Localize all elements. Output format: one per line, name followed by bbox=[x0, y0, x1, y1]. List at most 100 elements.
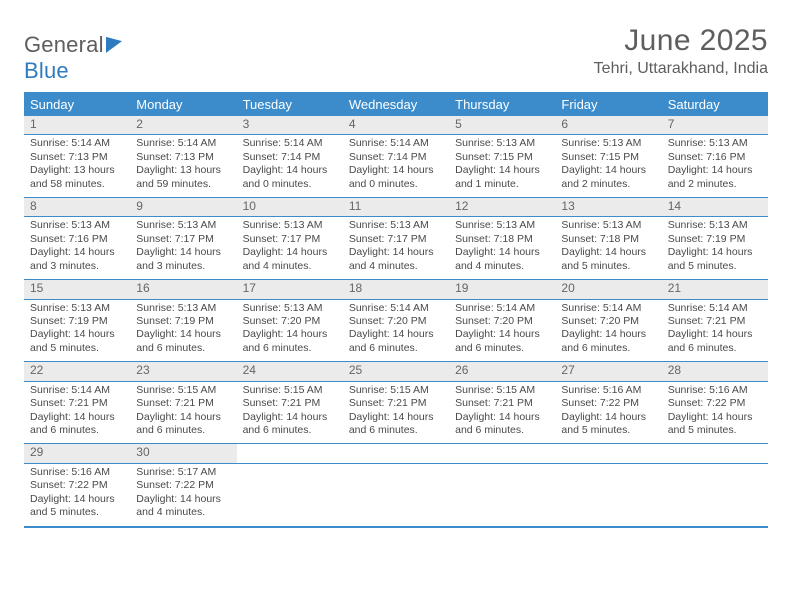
daylight-text: Daylight: 14 hours and 6 minutes. bbox=[136, 328, 230, 355]
day-cell: Sunrise: 5:15 AMSunset: 7:21 PMDaylight:… bbox=[130, 381, 236, 444]
sunrise-text: Sunrise: 5:13 AM bbox=[561, 137, 655, 150]
day-number: 21 bbox=[662, 280, 768, 299]
arrow-icon bbox=[106, 35, 122, 53]
day-number: 13 bbox=[555, 198, 661, 217]
weekday-header: Wednesday bbox=[343, 93, 449, 116]
sunset-text: Sunset: 7:19 PM bbox=[30, 315, 124, 328]
sunset-text: Sunset: 7:16 PM bbox=[30, 233, 124, 246]
weekday-header: Saturday bbox=[662, 93, 768, 116]
day-cell: Sunrise: 5:13 AMSunset: 7:16 PMDaylight:… bbox=[24, 217, 130, 280]
sunrise-text: Sunrise: 5:14 AM bbox=[243, 137, 337, 150]
day-number: 26 bbox=[449, 362, 555, 381]
day-cell: Sunrise: 5:13 AMSunset: 7:17 PMDaylight:… bbox=[343, 217, 449, 280]
sunset-text: Sunset: 7:20 PM bbox=[561, 315, 655, 328]
weekday-header: Friday bbox=[555, 93, 661, 116]
daylight-text: Daylight: 13 hours and 59 minutes. bbox=[136, 164, 230, 191]
daylight-text: Daylight: 14 hours and 6 minutes. bbox=[455, 411, 549, 438]
sunrise-text: Sunrise: 5:14 AM bbox=[349, 302, 443, 315]
sunrise-text: Sunrise: 5:14 AM bbox=[136, 137, 230, 150]
sunset-text: Sunset: 7:21 PM bbox=[243, 397, 337, 410]
day-cell: Sunrise: 5:14 AMSunset: 7:13 PMDaylight:… bbox=[130, 135, 236, 198]
sunset-text: Sunset: 7:21 PM bbox=[455, 397, 549, 410]
day-cell: Sunrise: 5:15 AMSunset: 7:21 PMDaylight:… bbox=[343, 381, 449, 444]
day-number: 16 bbox=[130, 280, 236, 299]
sunrise-text: Sunrise: 5:14 AM bbox=[30, 137, 124, 150]
day-info-row: Sunrise: 5:14 AMSunset: 7:21 PMDaylight:… bbox=[24, 381, 768, 444]
daylight-text: Daylight: 14 hours and 4 minutes. bbox=[243, 246, 337, 273]
page-subtitle: Tehri, Uttarakhand, India bbox=[594, 60, 768, 78]
sunset-text: Sunset: 7:21 PM bbox=[136, 397, 230, 410]
sunset-text: Sunset: 7:13 PM bbox=[136, 151, 230, 164]
sunset-text: Sunset: 7:19 PM bbox=[136, 315, 230, 328]
day-cell: Sunrise: 5:15 AMSunset: 7:21 PMDaylight:… bbox=[237, 381, 343, 444]
calendar-table: Sunday Monday Tuesday Wednesday Thursday… bbox=[24, 92, 768, 528]
day-number: 17 bbox=[237, 280, 343, 299]
sunset-text: Sunset: 7:14 PM bbox=[243, 151, 337, 164]
daylight-text: Daylight: 14 hours and 6 minutes. bbox=[243, 411, 337, 438]
day-number: 9 bbox=[130, 198, 236, 217]
day-cell: Sunrise: 5:14 AMSunset: 7:21 PMDaylight:… bbox=[24, 381, 130, 444]
daylight-text: Daylight: 14 hours and 5 minutes. bbox=[30, 328, 124, 355]
day-cell: Sunrise: 5:14 AMSunset: 7:14 PMDaylight:… bbox=[343, 135, 449, 198]
day-cell bbox=[343, 463, 449, 526]
sunrise-text: Sunrise: 5:15 AM bbox=[243, 384, 337, 397]
daylight-text: Daylight: 14 hours and 4 minutes. bbox=[136, 493, 230, 520]
sunset-text: Sunset: 7:20 PM bbox=[349, 315, 443, 328]
sunset-text: Sunset: 7:16 PM bbox=[668, 151, 762, 164]
sunrise-text: Sunrise: 5:13 AM bbox=[136, 219, 230, 232]
sunrise-text: Sunrise: 5:13 AM bbox=[455, 137, 549, 150]
day-number-row: 2930 bbox=[24, 444, 768, 463]
daylight-text: Daylight: 14 hours and 5 minutes. bbox=[561, 246, 655, 273]
sunset-text: Sunset: 7:21 PM bbox=[30, 397, 124, 410]
day-cell bbox=[662, 463, 768, 526]
day-number-row: 891011121314 bbox=[24, 198, 768, 217]
day-number: 5 bbox=[449, 116, 555, 135]
daylight-text: Daylight: 14 hours and 5 minutes. bbox=[668, 246, 762, 273]
brand-name-b: Blue bbox=[24, 58, 69, 83]
day-number bbox=[237, 444, 343, 463]
day-number: 28 bbox=[662, 362, 768, 381]
day-number: 25 bbox=[343, 362, 449, 381]
brand-name-a: General bbox=[24, 32, 104, 57]
day-cell: Sunrise: 5:16 AMSunset: 7:22 PMDaylight:… bbox=[662, 381, 768, 444]
day-cell: Sunrise: 5:16 AMSunset: 7:22 PMDaylight:… bbox=[555, 381, 661, 444]
daylight-text: Daylight: 14 hours and 6 minutes. bbox=[30, 411, 124, 438]
sunrise-text: Sunrise: 5:15 AM bbox=[455, 384, 549, 397]
sunrise-text: Sunrise: 5:16 AM bbox=[30, 466, 124, 479]
day-number: 6 bbox=[555, 116, 661, 135]
day-number: 7 bbox=[662, 116, 768, 135]
day-cell: Sunrise: 5:14 AMSunset: 7:20 PMDaylight:… bbox=[449, 299, 555, 362]
sunrise-text: Sunrise: 5:13 AM bbox=[455, 219, 549, 232]
day-number: 23 bbox=[130, 362, 236, 381]
day-cell: Sunrise: 5:15 AMSunset: 7:21 PMDaylight:… bbox=[449, 381, 555, 444]
sunset-text: Sunset: 7:22 PM bbox=[561, 397, 655, 410]
sunset-text: Sunset: 7:20 PM bbox=[455, 315, 549, 328]
day-number: 2 bbox=[130, 116, 236, 135]
day-number: 29 bbox=[24, 444, 130, 463]
day-number-row: 1234567 bbox=[24, 116, 768, 135]
sunset-text: Sunset: 7:14 PM bbox=[349, 151, 443, 164]
daylight-text: Daylight: 14 hours and 1 minute. bbox=[455, 164, 549, 191]
daylight-text: Daylight: 14 hours and 2 minutes. bbox=[561, 164, 655, 191]
header: General Blue June 2025 Tehri, Uttarakhan… bbox=[24, 18, 768, 84]
day-cell: Sunrise: 5:14 AMSunset: 7:13 PMDaylight:… bbox=[24, 135, 130, 198]
sunrise-text: Sunrise: 5:17 AM bbox=[136, 466, 230, 479]
day-cell: Sunrise: 5:13 AMSunset: 7:17 PMDaylight:… bbox=[130, 217, 236, 280]
day-cell: Sunrise: 5:13 AMSunset: 7:15 PMDaylight:… bbox=[555, 135, 661, 198]
daylight-text: Daylight: 14 hours and 3 minutes. bbox=[136, 246, 230, 273]
weekday-row: Sunday Monday Tuesday Wednesday Thursday… bbox=[24, 93, 768, 116]
day-number: 8 bbox=[24, 198, 130, 217]
day-cell: Sunrise: 5:13 AMSunset: 7:15 PMDaylight:… bbox=[449, 135, 555, 198]
sunrise-text: Sunrise: 5:14 AM bbox=[455, 302, 549, 315]
day-number: 10 bbox=[237, 198, 343, 217]
sunrise-text: Sunrise: 5:14 AM bbox=[561, 302, 655, 315]
brand-name: General Blue bbox=[24, 32, 122, 84]
sunset-text: Sunset: 7:17 PM bbox=[349, 233, 443, 246]
title-block: June 2025 Tehri, Uttarakhand, India bbox=[594, 18, 768, 78]
sunset-text: Sunset: 7:15 PM bbox=[561, 151, 655, 164]
daylight-text: Daylight: 14 hours and 6 minutes. bbox=[455, 328, 549, 355]
day-cell: Sunrise: 5:13 AMSunset: 7:17 PMDaylight:… bbox=[237, 217, 343, 280]
day-number: 4 bbox=[343, 116, 449, 135]
daylight-text: Daylight: 14 hours and 6 minutes. bbox=[243, 328, 337, 355]
sunrise-text: Sunrise: 5:13 AM bbox=[561, 219, 655, 232]
